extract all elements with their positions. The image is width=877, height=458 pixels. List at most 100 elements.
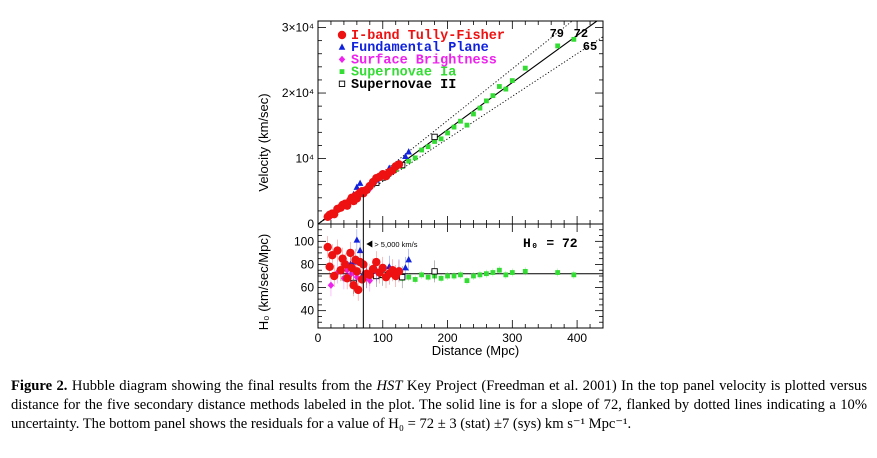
- legend-marker-fundamental-plane: [338, 43, 346, 50]
- residual-point-supernovae-ia: [471, 273, 476, 279]
- caption-hst: HST: [376, 378, 403, 394]
- y-tick-label: 3×10⁴: [282, 21, 314, 35]
- residual-point-supernovae-ia: [425, 274, 431, 280]
- y-axis-label-top: Velocity (km/sec): [256, 93, 271, 191]
- velocity-point-supernovae-ia: [522, 65, 528, 71]
- caption-text-pre: Hubble diagram showing the final results…: [67, 378, 377, 394]
- line-label-72: 72: [574, 27, 588, 41]
- x-tick-label: 100: [373, 331, 393, 345]
- legend-label-i-band-tully-fisher: I-band Tully-Fisher: [351, 29, 505, 44]
- figure-caption: Figure 2. Hubble diagram showing the fin…: [11, 377, 867, 434]
- x-tick-label: 400: [567, 331, 587, 345]
- residual-point-i-band-tully-fisher: [323, 242, 332, 252]
- x-axis-label: Distance (Mpc): [432, 343, 519, 358]
- residual-point-i-band-tully-fisher: [333, 246, 342, 255]
- residual-point-fundamental-plane: [405, 256, 412, 263]
- velocity-point-supernovae-ia: [425, 144, 431, 150]
- velocity-point-supernovae-ia: [438, 136, 444, 142]
- residual-point-i-band-tully-fisher: [357, 275, 367, 284]
- velocity-point-supernovae-ia: [471, 111, 476, 117]
- annotation-text: > 5,000 km/s: [374, 240, 417, 249]
- velocity-point-supernovae-ia: [458, 118, 463, 124]
- residual-point-supernovae-ia: [438, 275, 444, 281]
- residual-point-i-band-tully-fisher: [342, 274, 352, 283]
- annotation-arrow: [366, 240, 373, 248]
- residual-point-supernovae-ia: [412, 277, 418, 282]
- legend-marker-supernovae-ia: [339, 69, 345, 74]
- y-tick-label: 10⁴: [295, 152, 314, 166]
- velocity-point-fundamental-plane: [353, 183, 361, 190]
- residual-point-supernovae-ia: [496, 267, 502, 273]
- velocity-point-supernovae-ia: [496, 84, 502, 89]
- y-tick-label: 2×10⁴: [282, 86, 314, 100]
- hubble-plot-svg: 0 10⁴ 2×10⁴ 3×10⁴ 40 60 80 100 0 100 200 300 400 Dist…: [256, 20, 604, 358]
- residual-point-supernovae-ia: [451, 273, 457, 279]
- x-tick-label: 0: [315, 331, 322, 345]
- legend-marker-surface-brightness: [338, 55, 346, 63]
- velocity-point-supernovae-ia: [419, 147, 425, 153]
- y-tick-label: 60: [301, 281, 315, 295]
- hubble-line-65: [318, 36, 603, 224]
- residual-point-i-band-tully-fisher: [341, 260, 350, 269]
- legend-label-fundamental-plane: Fundamental Plane: [351, 41, 489, 56]
- legend-marker-supernovae-ii: [338, 80, 346, 87]
- caption-label: Figure 2.: [11, 378, 68, 394]
- velocity-point-supernovae-ia: [509, 78, 515, 83]
- y-tick-label: 0: [307, 217, 314, 231]
- legend-label-surface-brightness: Surface Brightness: [351, 53, 497, 68]
- residual-point-supernovae-ia: [484, 271, 489, 277]
- h0-value-label: H₀ = 72: [523, 236, 578, 251]
- residual-point-supernovae-ia: [464, 278, 470, 284]
- velocity-point-fundamental-plane: [402, 152, 409, 160]
- residual-point-fundamental-plane: [353, 236, 361, 243]
- residual-point-surface-brightness: [327, 281, 335, 289]
- y-tick-label: 40: [301, 304, 315, 318]
- residual-point-i-band-tully-fisher: [352, 267, 362, 276]
- residual-point-supernovae-ia: [406, 274, 412, 280]
- residual-point-i-band-tully-fisher: [368, 264, 378, 274]
- legend-marker-i-band-tully-fisher: [337, 30, 347, 40]
- velocity-point-supernovae-ia: [571, 36, 577, 42]
- y-axis-label-bottom: H₀ (km/sec/Mpc): [256, 234, 271, 330]
- velocity-point-supernovae-ia: [451, 124, 457, 130]
- residual-point-i-band-tully-fisher: [329, 271, 339, 281]
- x-tick-label: 300: [502, 331, 522, 345]
- velocity-point-fundamental-plane: [356, 179, 364, 186]
- residual-point-fundamental-plane: [356, 246, 364, 254]
- velocity-point-supernovae-ia: [477, 105, 483, 111]
- velocity-point-supernovae-ia: [484, 98, 489, 104]
- top-panel-plot-area: [318, 21, 603, 224]
- residual-point-fundamental-plane: [402, 264, 409, 271]
- residual-point-supernovae-ia: [477, 272, 483, 278]
- line-label-79: 79: [550, 27, 564, 41]
- velocity-point-supernovae-ii: [431, 133, 438, 141]
- residual-point-supernovae-ia: [571, 272, 577, 278]
- caption-text-post: Key Project (Freedman et al. 2001) In th…: [11, 378, 868, 432]
- residual-point-supernovae-ia: [522, 268, 528, 274]
- residual-point-supernovae-ia: [458, 272, 463, 278]
- velocity-point-supernovae-ia: [432, 139, 437, 144]
- residual-point-i-band-tully-fisher: [353, 285, 363, 295]
- residual-point-supernovae-ia: [503, 272, 509, 278]
- velocity-point-supernovae-ia: [445, 130, 450, 136]
- residual-point-supernovae-ia: [445, 273, 450, 279]
- residual-point-supernovae-ia: [509, 270, 515, 275]
- velocity-point-i-band-tully-fisher: [394, 160, 404, 169]
- velocity-point-supernovae-ia: [503, 86, 509, 92]
- residual-point-i-band-tully-fisher: [346, 248, 355, 258]
- velocity-point-supernovae-ia: [412, 155, 418, 161]
- velocity-point-fundamental-plane: [405, 148, 412, 155]
- line-label-65: 65: [583, 40, 597, 54]
- residual-point-i-band-tully-fisher: [325, 262, 334, 271]
- y-tick-label: 100: [294, 234, 314, 248]
- legend-label-supernovae-ii: Supernovae II: [351, 78, 456, 93]
- residual-point-supernovae-ia: [490, 270, 496, 275]
- bottom-panel-plot-area: [318, 229, 603, 301]
- velocity-point-supernovae-ia: [406, 158, 412, 164]
- legend-label-supernovae-ia: Supernovae Ia: [351, 66, 456, 81]
- y-tick-label: 80: [301, 257, 315, 271]
- x-tick-label: 200: [438, 331, 458, 345]
- residual-point-i-band-tully-fisher: [378, 263, 387, 273]
- residual-point-supernovae-ii: [431, 268, 438, 275]
- residual-point-supernovae-ia: [419, 272, 425, 278]
